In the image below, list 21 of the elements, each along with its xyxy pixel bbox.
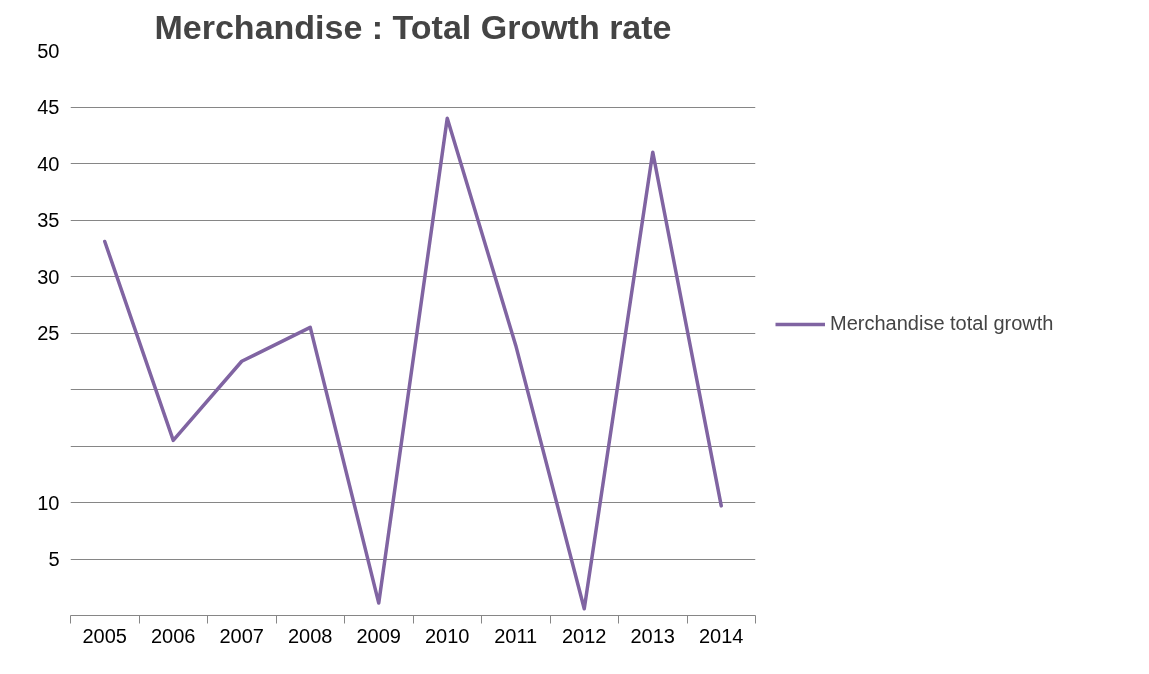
y-tick-label: 30 [37,265,60,288]
x-tick-label: 2012 [562,624,607,647]
line-series [103,116,723,611]
x-tick-label: 2005 [82,624,127,647]
y-tick-label: 45 [37,96,60,118]
x-tick-label: 2013 [630,624,675,647]
y-tick-label: 50 [37,39,60,62]
y-tick-label: 40 [37,152,60,175]
y-tick-label: 5 [48,548,60,570]
x-tick-label: 2009 [356,624,401,647]
y-tick-label: 10 [37,491,60,514]
chart-title: Merchandise : Total Growth rate [154,7,672,46]
y-tick-label: 25 [37,322,60,344]
x-tick-label: 2010 [425,624,470,647]
y-tick-label: 35 [37,209,60,231]
x-tick-label: 2014 [699,624,744,647]
x-tick-label: 2011 [494,624,538,647]
x-tick-label: 2006 [151,624,196,647]
x-tick-label: 2008 [288,624,333,647]
legend-label: Merchandise total growth [830,312,1054,335]
x-tick-label: 2007 [219,624,264,647]
